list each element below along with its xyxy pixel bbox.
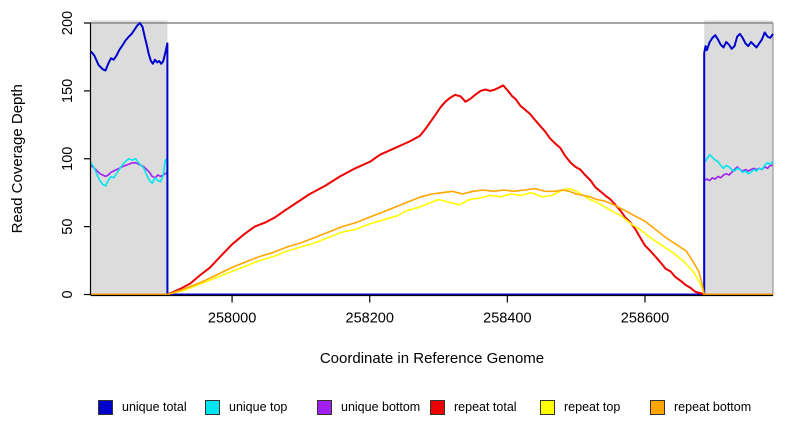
y-tick-label: 0: [60, 290, 76, 298]
legend-swatch-repeat-bottom: [650, 399, 665, 415]
legend-label: unique total: [122, 400, 187, 414]
shaded-region: [91, 20, 168, 295]
legend-label: repeat total: [454, 400, 517, 414]
legend-item-repeat-top: repeat top: [540, 397, 620, 417]
y-tick-label: 200: [60, 11, 76, 35]
legend-swatch-repeat-total: [430, 399, 445, 415]
y-tick-label: 50: [60, 219, 76, 235]
series-unique-bottom: [90, 162, 773, 296]
series-repeat-total: [91, 84, 773, 296]
legend-label: repeat top: [564, 400, 621, 414]
legend-label: unique top: [229, 400, 288, 414]
legend-label: repeat bottom: [674, 400, 752, 414]
series-unique-top: [90, 153, 774, 296]
coverage-plot: 258000 258200 258400 258600 0 50 100 150 200 Coor…: [9, 11, 774, 367]
x-tick-label: 258200: [346, 311, 394, 327]
legend-label: unique bottom: [341, 400, 421, 414]
legend: unique total unique top unique bottom repea…: [0, 397, 792, 421]
legend-item-unique-total: unique total: [98, 397, 187, 417]
legend-item-repeat-total: repeat total: [430, 397, 517, 417]
y-tick-label: 100: [60, 147, 76, 171]
x-tick-label: 258400: [483, 311, 531, 327]
legend-item-repeat-bottom: repeat bottom: [650, 397, 751, 417]
series-repeat-bottom: [91, 187, 773, 296]
legend-item-unique-top: unique top: [205, 397, 287, 417]
legend-swatch-unique-bottom: [317, 399, 332, 415]
legend-swatch-unique-top: [205, 399, 220, 415]
legend-swatch-repeat-top: [540, 399, 555, 415]
shaded-region: [704, 20, 773, 295]
y-axis-title: Read Coverage Depth: [9, 84, 26, 233]
series-repeat-top: [91, 187, 773, 296]
x-axis-title: Coordinate in Reference Genome: [320, 350, 544, 367]
legend-swatch-unique-total: [98, 399, 113, 415]
y-tick-label: 150: [60, 79, 76, 103]
series-unique-total: [90, 22, 774, 296]
x-tick-label: 258000: [208, 311, 256, 327]
x-tick-label: 258600: [621, 311, 669, 327]
legend-item-unique-bottom: unique bottom: [317, 397, 420, 417]
